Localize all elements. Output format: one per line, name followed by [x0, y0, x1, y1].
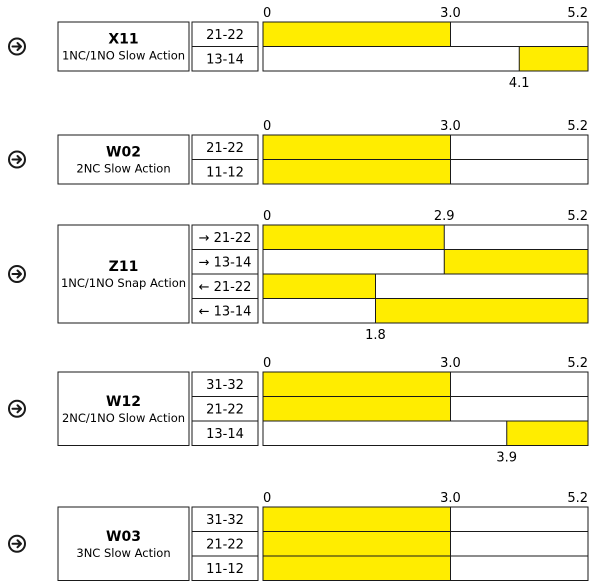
scale-label-mid: 3.0: [440, 6, 461, 21]
icon-arrow: [11, 404, 22, 414]
terminal-label: 21-22: [206, 28, 244, 43]
terminal-cell: [191, 273, 259, 299]
terminal-label: → 21-22: [199, 231, 252, 246]
model-code: X11: [108, 32, 138, 48]
circled-arrow-right-icon: [8, 399, 26, 418]
model-code: W03: [106, 529, 141, 545]
contact-closed-bar: [262, 224, 445, 250]
circled-arrow-right-icon: [8, 37, 26, 56]
terminal-label: 21-22: [206, 141, 244, 156]
contact-closed-bar: [262, 273, 376, 299]
name-box: [57, 371, 190, 446]
terminal-cell: [191, 224, 259, 250]
scale-label-mid: 3.0: [440, 356, 461, 371]
model-description: 2NC Slow Action: [76, 162, 170, 176]
terminal-cell: [191, 396, 259, 422]
model-description: 2NC/1NO Slow Action: [62, 411, 185, 425]
terminal-cell: [191, 298, 259, 324]
icon-arrow: [11, 155, 22, 164]
name-box: [57, 134, 190, 185]
contact-closed-bar: [262, 555, 451, 581]
terminal-cell: [191, 420, 259, 446]
switch-point-label: 1.8: [365, 328, 386, 343]
contact-closed-bar: [375, 298, 589, 324]
scale-label-mid: 3.0: [440, 491, 461, 506]
scale-label-end: 5.2: [567, 119, 588, 134]
contact-closed-bar: [262, 134, 451, 160]
contact-closed-bar: [443, 249, 589, 275]
contact-closed-bar: [262, 506, 451, 532]
scale-label-mid: 3.0: [440, 119, 461, 134]
terminal-cell: [191, 46, 259, 72]
icon-circle: [8, 37, 26, 56]
terminal-label: 11-12: [206, 166, 244, 181]
contact-closed-bar: [506, 420, 589, 446]
terminal-cell: [191, 506, 259, 532]
contact-closed-bar: [262, 396, 451, 422]
terminal-label: 21-22: [206, 538, 244, 553]
circled-arrow-right-icon: [8, 150, 26, 169]
terminal-cell: [191, 531, 259, 557]
scale-label-start: 0: [263, 356, 271, 371]
model-description: 1NC/1NO Slow Action: [62, 49, 185, 63]
model-code: Z11: [109, 259, 139, 275]
circled-arrow-right-icon: [8, 534, 26, 553]
scale-label-start: 0: [263, 6, 271, 21]
terminal-label: 13-14: [206, 53, 244, 68]
terminal-label: → 13-14: [199, 256, 252, 271]
terminal-label: 21-22: [206, 403, 244, 418]
model-code: W12: [106, 394, 141, 410]
model-description: 1NC/1NO Snap Action: [61, 276, 186, 290]
terminal-label: 31-32: [206, 513, 244, 528]
terminal-cell: [191, 555, 259, 581]
terminal-label: ← 21-22: [199, 280, 252, 295]
scale-label-end: 5.2: [567, 6, 588, 21]
icon-circle: [8, 265, 26, 283]
icon-arrow: [11, 42, 22, 51]
contact-closed-bar: [262, 21, 451, 47]
terminal-label: 11-12: [206, 562, 244, 577]
scale-label-end: 5.2: [567, 491, 588, 506]
scale-label-mid: 2.9: [434, 209, 455, 224]
terminal-cell: [191, 159, 259, 185]
name-box: [57, 21, 190, 72]
terminal-cell: [191, 249, 259, 275]
icon-arrow: [11, 269, 22, 279]
model-code: W02: [106, 145, 141, 161]
icon-circle: [8, 399, 26, 418]
icon-circle: [8, 534, 26, 553]
contact-closed-bar: [262, 371, 451, 397]
contact-closed-bar: [262, 531, 451, 557]
model-description: 3NC Slow Action: [76, 546, 170, 560]
icon-arrow: [11, 539, 22, 549]
switch-point-label: 3.9: [496, 451, 517, 466]
circled-arrow-right-icon: [8, 265, 26, 283]
contact-closed-bar: [518, 46, 589, 72]
terminal-label: ← 13-14: [199, 305, 252, 320]
terminal-cell: [191, 134, 259, 160]
scale-label-end: 5.2: [567, 209, 588, 224]
name-box: [57, 224, 190, 324]
terminal-label: 31-32: [206, 378, 244, 393]
scale-label-start: 0: [263, 209, 271, 224]
name-box: [57, 506, 190, 581]
icon-circle: [8, 150, 26, 169]
scale-label-start: 0: [263, 119, 271, 134]
terminal-label: 13-14: [206, 427, 244, 442]
scale-label-end: 5.2: [567, 356, 588, 371]
scale-label-start: 0: [263, 491, 271, 506]
contact-closed-bar: [262, 159, 451, 185]
switch-point-label: 4.1: [509, 76, 530, 91]
